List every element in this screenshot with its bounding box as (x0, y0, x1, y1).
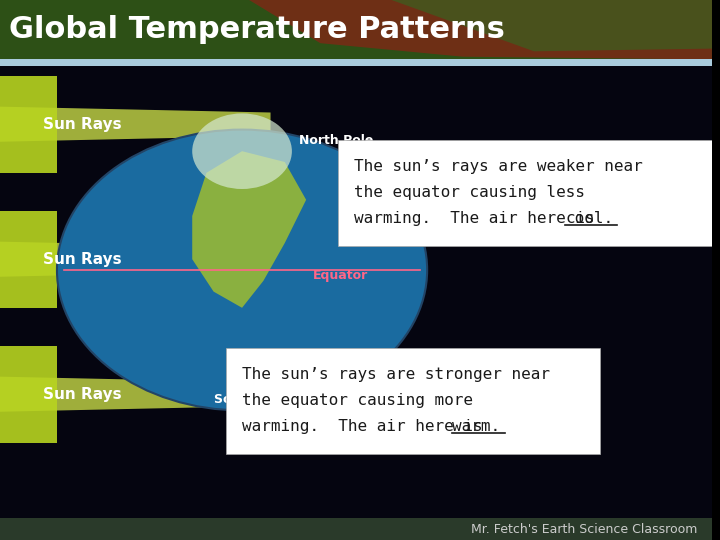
Text: Sun Rays: Sun Rays (42, 117, 122, 132)
Text: warm.: warm. (452, 419, 500, 434)
Circle shape (192, 113, 292, 189)
FancyBboxPatch shape (0, 211, 57, 308)
FancyBboxPatch shape (226, 348, 600, 454)
Polygon shape (0, 241, 271, 276)
FancyBboxPatch shape (0, 76, 57, 173)
Text: warming.  The air here is: warming. The air here is (354, 211, 604, 226)
Text: Sun Rays: Sun Rays (42, 387, 122, 402)
FancyBboxPatch shape (0, 59, 712, 66)
FancyBboxPatch shape (338, 140, 712, 246)
Circle shape (57, 130, 427, 410)
Polygon shape (249, 0, 712, 59)
Text: cool.: cool. (565, 211, 613, 226)
Polygon shape (192, 151, 306, 308)
Text: South Pole: South Pole (214, 393, 289, 406)
Polygon shape (0, 106, 271, 141)
Text: The sun’s rays are weaker near: The sun’s rays are weaker near (354, 159, 642, 174)
FancyBboxPatch shape (0, 66, 712, 518)
Polygon shape (0, 377, 271, 411)
FancyBboxPatch shape (0, 518, 712, 540)
Text: the equator causing less: the equator causing less (354, 185, 585, 200)
Text: warming.  The air here is: warming. The air here is (242, 419, 492, 434)
Text: Mr. Fetch's Earth Science Classroom: Mr. Fetch's Earth Science Classroom (472, 523, 698, 536)
Text: North Pole: North Pole (299, 134, 374, 147)
Polygon shape (392, 0, 712, 51)
Text: Sun Rays: Sun Rays (42, 252, 122, 267)
FancyBboxPatch shape (0, 346, 57, 443)
Text: the equator causing more: the equator causing more (242, 393, 473, 408)
Text: The sun’s rays are stronger near: The sun’s rays are stronger near (242, 367, 550, 382)
FancyBboxPatch shape (0, 0, 712, 59)
Text: Equator: Equator (313, 269, 369, 282)
Text: Global Temperature Patterns: Global Temperature Patterns (9, 15, 505, 44)
